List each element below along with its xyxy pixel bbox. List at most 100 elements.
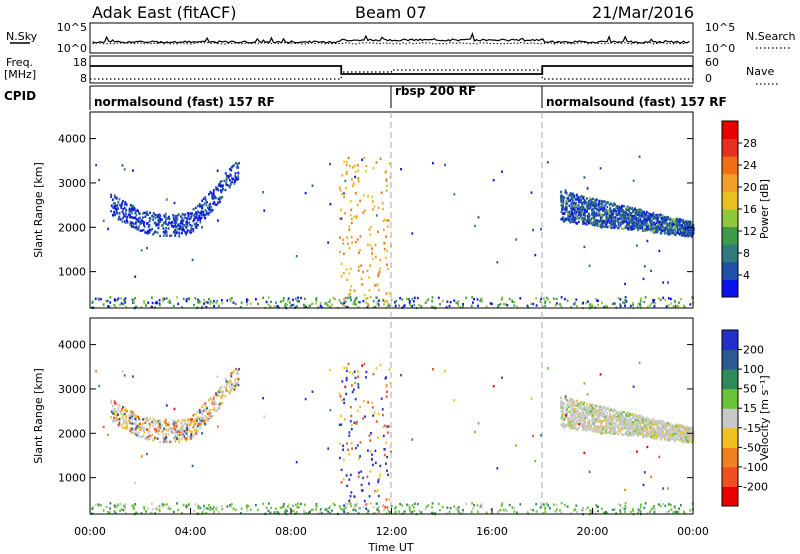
velocity-echo xyxy=(115,410,118,414)
velocity-echo xyxy=(362,476,365,480)
power-echo xyxy=(585,223,588,226)
power-echo xyxy=(569,213,572,217)
power-echo xyxy=(568,219,570,222)
velocity-echo xyxy=(659,504,662,508)
power-echo xyxy=(151,227,154,231)
velocity-echo xyxy=(598,411,601,415)
power-echo xyxy=(678,227,681,230)
velocity-echo xyxy=(561,413,563,417)
velocity-echo xyxy=(621,415,624,418)
power-echo xyxy=(411,298,414,301)
power-echo xyxy=(563,207,566,210)
velocity-echo xyxy=(168,427,170,430)
power-echo xyxy=(583,218,586,221)
velocity-echo xyxy=(206,407,208,410)
power-echo xyxy=(684,234,687,238)
power-echo xyxy=(552,297,555,300)
velocity-echo xyxy=(371,406,374,409)
power-echo xyxy=(155,224,158,227)
velocity-echo xyxy=(386,390,388,393)
velocity-echo xyxy=(561,409,564,413)
velocity-echo xyxy=(117,413,119,416)
power-echo xyxy=(364,209,366,212)
velocity-echo xyxy=(164,428,167,431)
power-echo xyxy=(374,255,377,258)
power-echo xyxy=(619,214,622,217)
velocity-echo xyxy=(287,505,289,508)
velocity-echo xyxy=(416,502,419,506)
velocity-echo xyxy=(655,427,658,431)
velocity-echo xyxy=(325,507,328,511)
power-echo xyxy=(614,209,616,212)
power-echo xyxy=(660,232,663,235)
velocity-echo xyxy=(193,424,196,427)
velocity-echo xyxy=(657,432,660,435)
power-echo xyxy=(156,214,158,217)
power-echo xyxy=(198,202,201,206)
velocity-echo xyxy=(348,453,351,456)
velocity-echo xyxy=(589,510,591,514)
power-echo xyxy=(573,303,576,306)
power-echo xyxy=(649,220,651,224)
power-echo xyxy=(591,200,594,204)
velocity-echo xyxy=(579,406,581,410)
power-echo xyxy=(676,231,679,234)
power-echo xyxy=(164,220,167,223)
power-echo xyxy=(360,264,363,267)
power-echo xyxy=(580,212,582,215)
power-echo xyxy=(111,198,114,201)
power-echo xyxy=(153,232,155,235)
velocity-echo xyxy=(580,404,583,408)
velocity-echo xyxy=(667,432,670,436)
velocity-echo xyxy=(133,413,136,416)
velocity-echo xyxy=(571,400,574,403)
power-echo xyxy=(403,304,406,307)
velocity-echo xyxy=(162,433,165,436)
velocity-echo xyxy=(379,363,382,367)
velocity-echo xyxy=(470,510,473,514)
velocity-echo xyxy=(682,437,684,440)
power-echo xyxy=(164,215,167,218)
velocity-echo xyxy=(439,509,441,512)
power-echo xyxy=(180,221,183,224)
velocity-echo xyxy=(138,423,140,426)
power-echo xyxy=(636,213,639,216)
power-echo xyxy=(653,228,656,231)
power-echo xyxy=(269,305,272,308)
velocity-echo xyxy=(661,431,664,435)
velocity-echo xyxy=(205,418,208,422)
power-echo xyxy=(645,217,648,221)
power-echo xyxy=(350,208,353,212)
power-echo xyxy=(273,305,276,308)
velocity-echo xyxy=(682,440,685,443)
velocity-echo xyxy=(580,424,583,427)
velocity-echo xyxy=(456,508,459,511)
velocity-echo xyxy=(124,407,127,410)
power-echo xyxy=(185,233,187,236)
velocity-echo xyxy=(143,506,145,509)
power-echo xyxy=(639,214,641,217)
velocity-echo xyxy=(133,432,136,435)
power-echo xyxy=(689,233,692,236)
velocity-echo xyxy=(345,369,348,372)
velocity-echo xyxy=(131,422,134,425)
power-echo xyxy=(583,199,586,202)
velocity-echo xyxy=(211,507,214,511)
power-echo xyxy=(582,222,584,225)
power-echo xyxy=(575,210,578,214)
velocity-echo xyxy=(571,418,573,421)
velocity-echo xyxy=(381,408,384,411)
power-echo xyxy=(161,218,163,221)
power-echo xyxy=(632,210,634,213)
velocity-echo xyxy=(269,511,272,514)
power-echo xyxy=(115,207,117,211)
power-echo xyxy=(154,301,157,305)
velocity-echo xyxy=(370,457,373,461)
velocity-echo xyxy=(164,438,166,441)
power-echo xyxy=(94,297,97,301)
velocity-echo xyxy=(356,444,359,447)
velocity-echo xyxy=(165,440,168,443)
velocity-echo xyxy=(210,412,213,415)
power-echo xyxy=(691,233,693,236)
power-echo xyxy=(597,209,600,212)
